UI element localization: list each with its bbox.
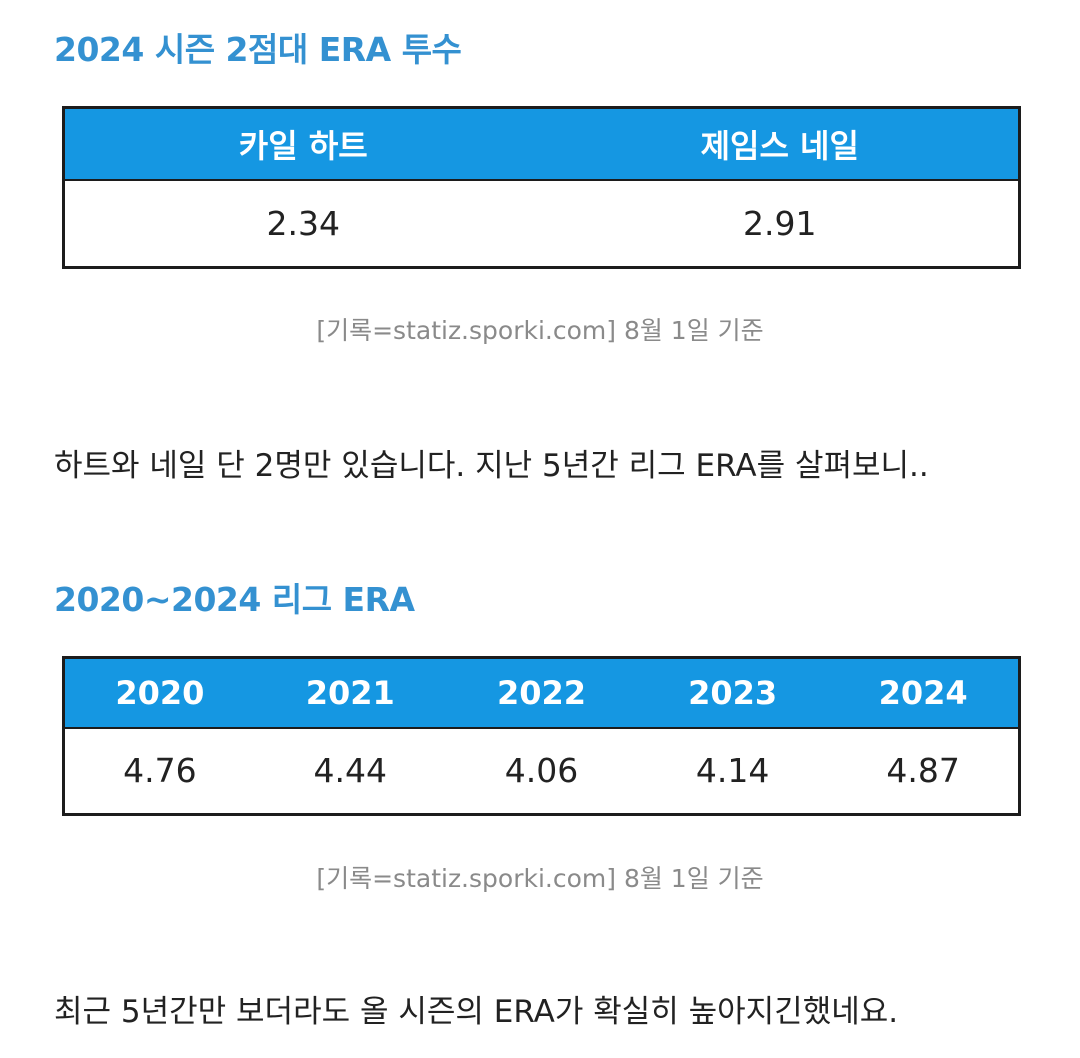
table-header-cell: 2023 [637, 657, 829, 729]
table-header-row: 카일 하트 제임스 네일 [63, 107, 1020, 181]
table-header-row: 2020 2021 2022 2023 2024 [63, 657, 1020, 729]
table-row: 2.34 2.91 [63, 179, 1020, 268]
table-cell: 4.87 [828, 727, 1020, 815]
league-era-table: 2020 2021 2022 2023 2024 4.76 4.44 4.06 … [62, 656, 1021, 816]
section-heading-league-era: 2020~2024 리그 ERA [54, 580, 415, 619]
body-paragraph: 최근 5년간만 보더라도 올 시즌의 ERA가 확실히 높아지긴했네요. [54, 994, 899, 1030]
table-header-cell: 2021 [254, 657, 446, 729]
table-cell: 2.34 [63, 179, 542, 268]
table-header-cell: 2022 [445, 657, 638, 729]
table-cell: 2.91 [541, 179, 1020, 268]
source-caption: [기록=statiz.sporki.com] 8월 1일 기준 [316, 316, 764, 345]
table-header-cell: 제임스 네일 [541, 107, 1020, 181]
table-cell: 4.76 [63, 727, 255, 815]
table-row: 4.76 4.44 4.06 4.14 4.87 [63, 727, 1020, 815]
table-cell: 4.14 [637, 727, 829, 815]
body-paragraph: 하트와 네일 단 2명만 있습니다. 지난 5년간 리그 ERA를 살펴보니.. [54, 448, 929, 484]
table-header-cell: 2024 [828, 657, 1020, 729]
pitcher-era-table: 카일 하트 제임스 네일 2.34 2.91 [62, 106, 1021, 269]
section-heading-2024-era-pitchers: 2024 시즌 2점대 ERA 투수 [54, 30, 462, 69]
table-header-cell: 2020 [63, 657, 255, 729]
table-cell: 4.44 [254, 727, 446, 815]
source-caption: [기록=statiz.sporki.com] 8월 1일 기준 [316, 864, 764, 893]
table-header-cell: 카일 하트 [63, 107, 542, 181]
table-cell: 4.06 [445, 727, 638, 815]
